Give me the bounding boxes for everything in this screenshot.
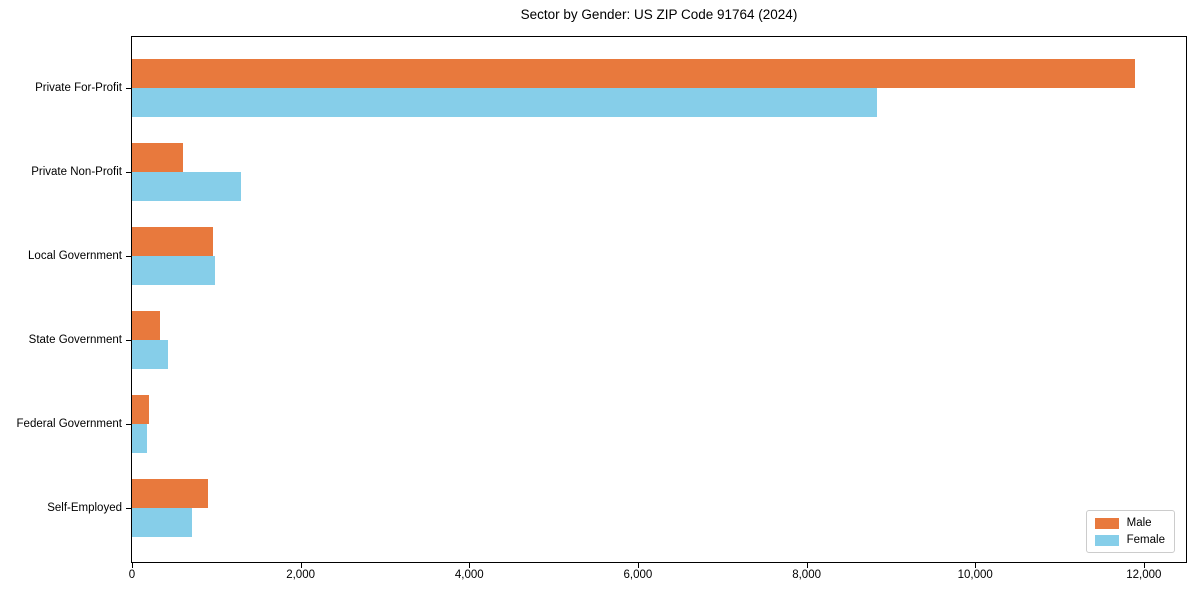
ytick-label-state-government: State Government xyxy=(28,334,122,346)
xtick-mark-12000 xyxy=(1143,563,1145,568)
ytick-mark-self-employed xyxy=(126,508,131,509)
xtick-mark-2000 xyxy=(300,563,302,568)
plot-area: Male Female xyxy=(131,36,1187,563)
bar-female-self-employed xyxy=(132,508,192,537)
ytick-mark-state-government xyxy=(126,340,131,341)
ytick-label-private-non-profit: Private Non-Profit xyxy=(31,166,122,178)
ytick-label-self-employed: Self-Employed xyxy=(47,502,122,514)
ytick-mark-local-government xyxy=(126,256,131,257)
xtick-label-8000: 8,000 xyxy=(792,569,821,581)
xtick-label-6000: 6,000 xyxy=(623,569,653,581)
xtick-mark-0 xyxy=(132,563,133,568)
xtick-mark-4000 xyxy=(469,563,471,568)
ytick-mark-private-non-profit xyxy=(126,172,131,173)
female-series-swatch xyxy=(1094,534,1119,546)
legend-item-male: Male xyxy=(1094,517,1165,529)
ytick-mark-federal-government xyxy=(126,424,131,425)
xtick-mark-6000 xyxy=(637,563,639,568)
bar-male-self-employed xyxy=(132,479,208,508)
bar-male-private-non-profit xyxy=(132,143,183,172)
male-series-swatch xyxy=(1094,517,1119,529)
xtick-label-0: 0 xyxy=(128,569,136,581)
bar-female-private-non-profit xyxy=(132,172,241,201)
ytick-label-private-for-profit: Private For-Profit xyxy=(35,82,122,94)
chart-title: Sector by Gender: US ZIP Code 91764 (202… xyxy=(520,7,798,22)
bar-male-local-government xyxy=(132,227,213,256)
ytick-label-federal-government: Federal Government xyxy=(16,418,122,430)
xtick-mark-8000 xyxy=(806,563,808,568)
bar-female-local-government xyxy=(132,256,215,285)
xtick-label-10000: 10,000 xyxy=(957,569,993,581)
legend: Male Female xyxy=(1085,510,1175,553)
bar-female-federal-government xyxy=(132,424,148,453)
bar-female-private-for-profit xyxy=(132,88,878,117)
bar-female-state-government xyxy=(132,340,169,369)
bar-male-federal-government xyxy=(132,395,149,424)
xtick-label-2000: 2,000 xyxy=(286,569,315,581)
xtick-label-4000: 4,000 xyxy=(454,569,484,581)
ytick-label-local-government: Local Government xyxy=(28,250,122,262)
bar-male-state-government xyxy=(132,311,160,340)
bar-male-private-for-profit xyxy=(132,59,1136,88)
legend-item-female: Female xyxy=(1094,534,1165,546)
xtick-label-12000: 12,000 xyxy=(1126,569,1162,581)
legend-label-male: Male xyxy=(1126,517,1152,529)
xtick-mark-10000 xyxy=(975,563,977,568)
legend-label-female: Female xyxy=(1126,534,1165,546)
ytick-mark-private-for-profit xyxy=(126,88,131,89)
